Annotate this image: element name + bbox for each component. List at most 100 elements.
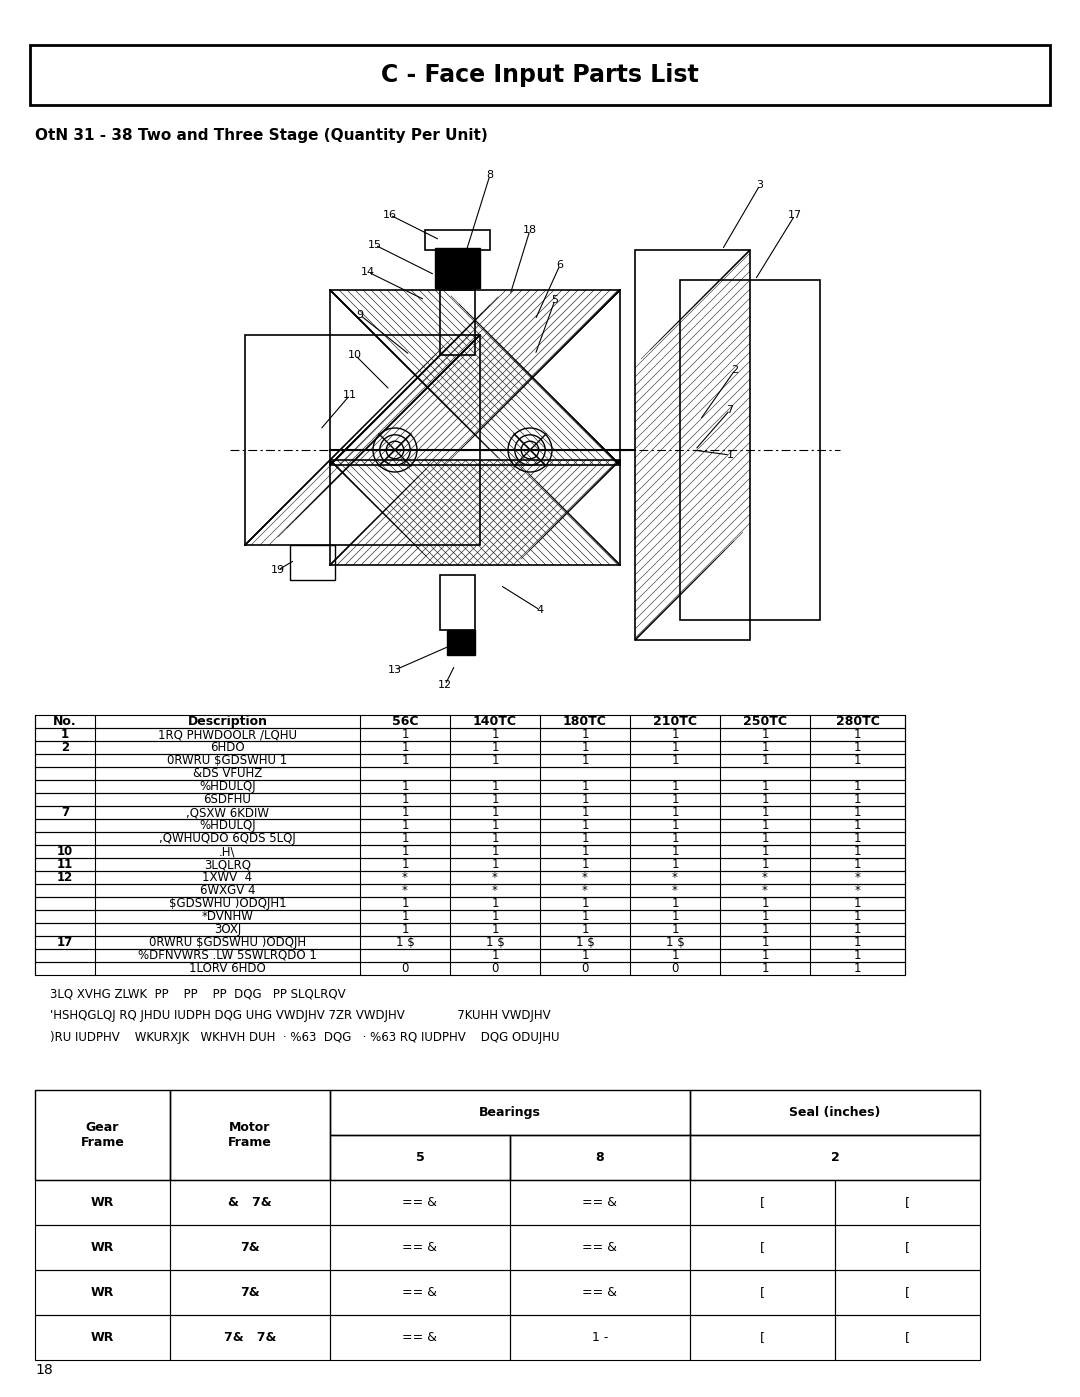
Text: WR: WR — [91, 1196, 114, 1208]
Bar — [35, 767, 905, 780]
Text: 1: 1 — [402, 819, 408, 833]
Bar — [35, 897, 905, 909]
Text: 1LORV 6HDO: 1LORV 6HDO — [189, 963, 266, 975]
Text: 1: 1 — [854, 845, 861, 858]
Bar — [835, 1180, 980, 1225]
Bar — [35, 884, 905, 897]
Bar — [330, 1134, 510, 1180]
Text: 1: 1 — [761, 909, 769, 923]
Text: 1: 1 — [402, 740, 408, 754]
Text: 1 $: 1 $ — [576, 936, 594, 949]
Text: 1: 1 — [672, 780, 678, 793]
Text: 1: 1 — [402, 833, 408, 845]
Bar — [35, 793, 905, 806]
Bar — [35, 870, 905, 884]
Text: *: * — [492, 884, 498, 897]
Bar — [30, 45, 1050, 105]
Text: 180TC: 180TC — [563, 715, 607, 728]
Text: 3OXJ: 3OXJ — [214, 923, 241, 936]
Bar — [170, 1270, 330, 1315]
Text: %HDULQJ: %HDULQJ — [199, 819, 256, 833]
Text: 7&: 7& — [240, 1287, 260, 1299]
Text: 1: 1 — [761, 858, 769, 870]
Text: 1: 1 — [672, 793, 678, 806]
Bar — [35, 1270, 170, 1315]
Bar — [435, 249, 480, 288]
Bar — [245, 335, 480, 545]
Bar — [35, 740, 905, 754]
Text: &   7&: & 7& — [228, 1196, 272, 1208]
Bar — [690, 1315, 835, 1361]
Text: 0RWRU $GDSWHU 1: 0RWRU $GDSWHU 1 — [167, 754, 287, 767]
Text: *: * — [672, 884, 678, 897]
Bar — [35, 858, 905, 870]
Text: 1: 1 — [761, 897, 769, 909]
Text: 6WXGV 4: 6WXGV 4 — [200, 884, 255, 897]
Text: 6HDO: 6HDO — [211, 740, 245, 754]
Text: 1: 1 — [854, 897, 861, 909]
Text: ,QSXW 6KDIW: ,QSXW 6KDIW — [186, 806, 269, 819]
Bar — [426, 231, 490, 250]
Bar — [440, 576, 475, 630]
Text: 1: 1 — [761, 923, 769, 936]
Text: 10: 10 — [57, 845, 73, 858]
Text: 1: 1 — [672, 845, 678, 858]
Bar — [690, 1090, 980, 1134]
Bar — [330, 1090, 690, 1134]
Bar — [690, 1225, 835, 1270]
Text: 1: 1 — [854, 833, 861, 845]
Text: 1: 1 — [672, 754, 678, 767]
Text: 1: 1 — [402, 793, 408, 806]
Text: 1: 1 — [402, 923, 408, 936]
Text: No.: No. — [53, 715, 77, 728]
Bar — [690, 1134, 980, 1180]
Bar — [447, 630, 475, 655]
Bar — [330, 291, 620, 465]
Text: 1: 1 — [761, 819, 769, 833]
Text: 1: 1 — [402, 754, 408, 767]
Bar — [170, 1090, 330, 1180]
Text: [: [ — [905, 1331, 910, 1344]
Text: 1: 1 — [854, 949, 861, 963]
Text: 1: 1 — [854, 936, 861, 949]
Bar — [170, 1315, 330, 1361]
Bar — [330, 1270, 510, 1315]
Text: 0: 0 — [581, 963, 589, 975]
Text: ,QWHUQDO 6QDS 5LQJ: ,QWHUQDO 6QDS 5LQJ — [159, 833, 296, 845]
Bar — [35, 833, 905, 845]
Text: 17: 17 — [788, 210, 802, 219]
Text: 1: 1 — [491, 793, 499, 806]
Text: 1: 1 — [581, 845, 589, 858]
Text: *: * — [402, 870, 408, 884]
Text: 1: 1 — [854, 728, 861, 740]
Bar — [510, 1225, 690, 1270]
Text: 1: 1 — [854, 793, 861, 806]
Text: 1: 1 — [854, 740, 861, 754]
Text: [: [ — [905, 1241, 910, 1255]
Text: [: [ — [905, 1196, 910, 1208]
Text: 1: 1 — [854, 780, 861, 793]
Bar — [835, 1270, 980, 1315]
Text: *DVNHW: *DVNHW — [202, 909, 254, 923]
Text: 15: 15 — [368, 240, 382, 250]
Text: 1: 1 — [581, 793, 589, 806]
Bar — [330, 1225, 510, 1270]
Bar — [35, 909, 905, 923]
Text: 1: 1 — [672, 833, 678, 845]
Text: 1: 1 — [402, 806, 408, 819]
Text: 1: 1 — [761, 963, 769, 975]
Text: 1: 1 — [672, 909, 678, 923]
Text: %DFNVWRS .LW 5SWLRQDO 1: %DFNVWRS .LW 5SWLRQDO 1 — [138, 949, 316, 963]
Text: WR: WR — [91, 1331, 114, 1344]
Text: *: * — [762, 884, 768, 897]
Text: 5: 5 — [416, 1151, 424, 1164]
Text: 1: 1 — [672, 740, 678, 754]
Text: 4: 4 — [537, 605, 543, 615]
Bar — [170, 1225, 330, 1270]
Text: 1: 1 — [761, 949, 769, 963]
Text: 1: 1 — [581, 858, 589, 870]
Text: Gear
Frame: Gear Frame — [81, 1120, 124, 1148]
Text: 1: 1 — [581, 754, 589, 767]
Text: == &: == & — [582, 1287, 618, 1299]
Bar — [690, 1270, 835, 1315]
